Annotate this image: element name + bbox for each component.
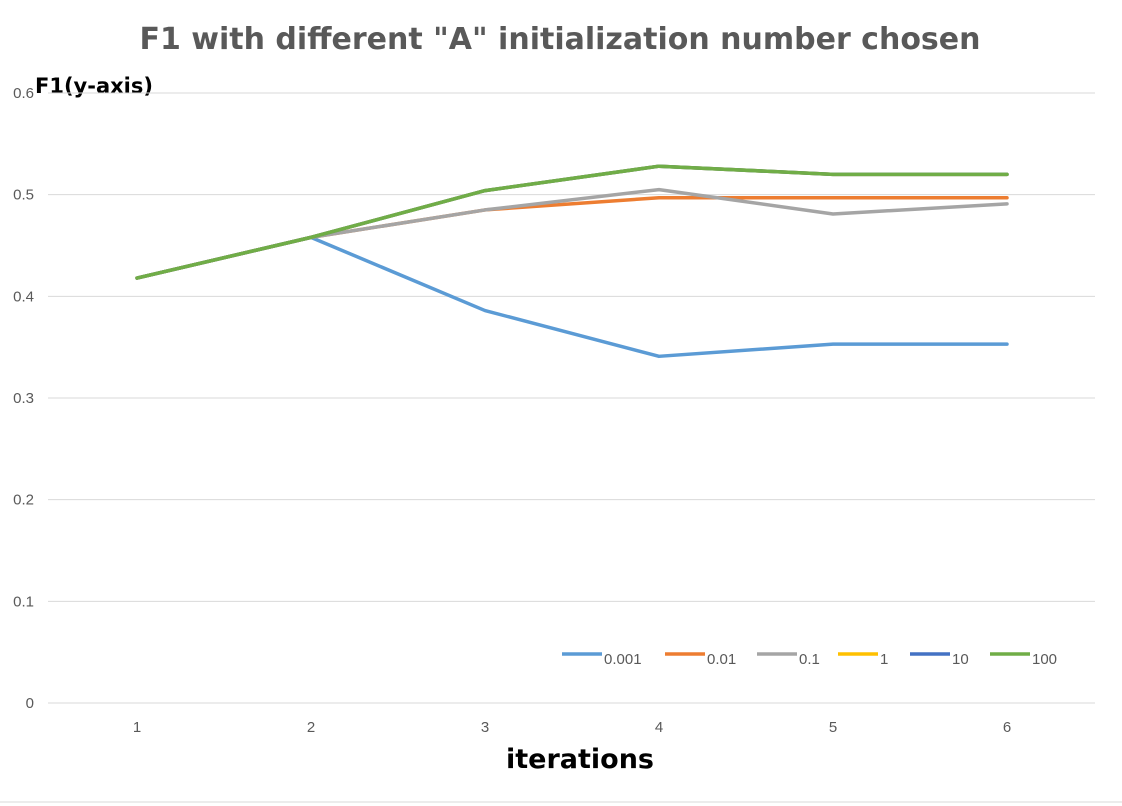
x-axis-ticks: 1 2 3 4 5 6: [133, 719, 1011, 736]
gridlines: [48, 92, 1095, 704]
y-axis-label: F1(y-axis): [35, 74, 153, 98]
legend-label: 1: [880, 651, 888, 668]
x-axis-label: iterations: [506, 744, 654, 775]
legend-label: 0.01: [707, 651, 736, 668]
legend-label: 100: [1032, 651, 1057, 668]
y-tick-label: 0.5: [13, 187, 34, 204]
x-tick-label: 5: [829, 719, 837, 736]
x-tick-label: 4: [655, 719, 663, 736]
x-tick-label: 3: [481, 719, 489, 736]
legend-item: 100: [990, 651, 1057, 668]
legend-item: 1: [838, 651, 888, 668]
series-line-1: [135, 164, 1009, 280]
legend-item: 0.01: [665, 651, 736, 668]
series-line-10: [135, 164, 1009, 280]
y-tick-label: 0.3: [13, 390, 34, 407]
series-line-100: [135, 164, 1009, 280]
legend-label: 10: [952, 651, 969, 668]
x-tick-label: 6: [1003, 719, 1011, 736]
legend-label: 0.001: [604, 651, 642, 668]
y-tick-label: 0: [26, 695, 34, 712]
y-tick-label: 0.4: [13, 288, 34, 305]
y-tick-label: 0.6: [13, 85, 34, 102]
legend: 0.001 0.01 0.1 1 10 100: [562, 651, 1057, 668]
y-axis-ticks: 0 0.1 0.2 0.3 0.4 0.5 0.6: [13, 85, 34, 712]
legend-item: 0.001: [562, 651, 642, 668]
y-tick-label: 0.1: [13, 593, 34, 610]
y-tick-label: 0.2: [13, 492, 34, 509]
x-tick-label: 2: [307, 719, 315, 736]
legend-label: 0.1: [799, 651, 820, 668]
legend-item: 0.1: [757, 651, 820, 668]
series-lines: [135, 164, 1009, 359]
x-tick-label: 1: [133, 719, 141, 736]
legend-item: 10: [910, 651, 969, 668]
series-line-0.001: [135, 235, 1009, 359]
chart-title: F1 with different "A" initialization num…: [139, 22, 980, 57]
